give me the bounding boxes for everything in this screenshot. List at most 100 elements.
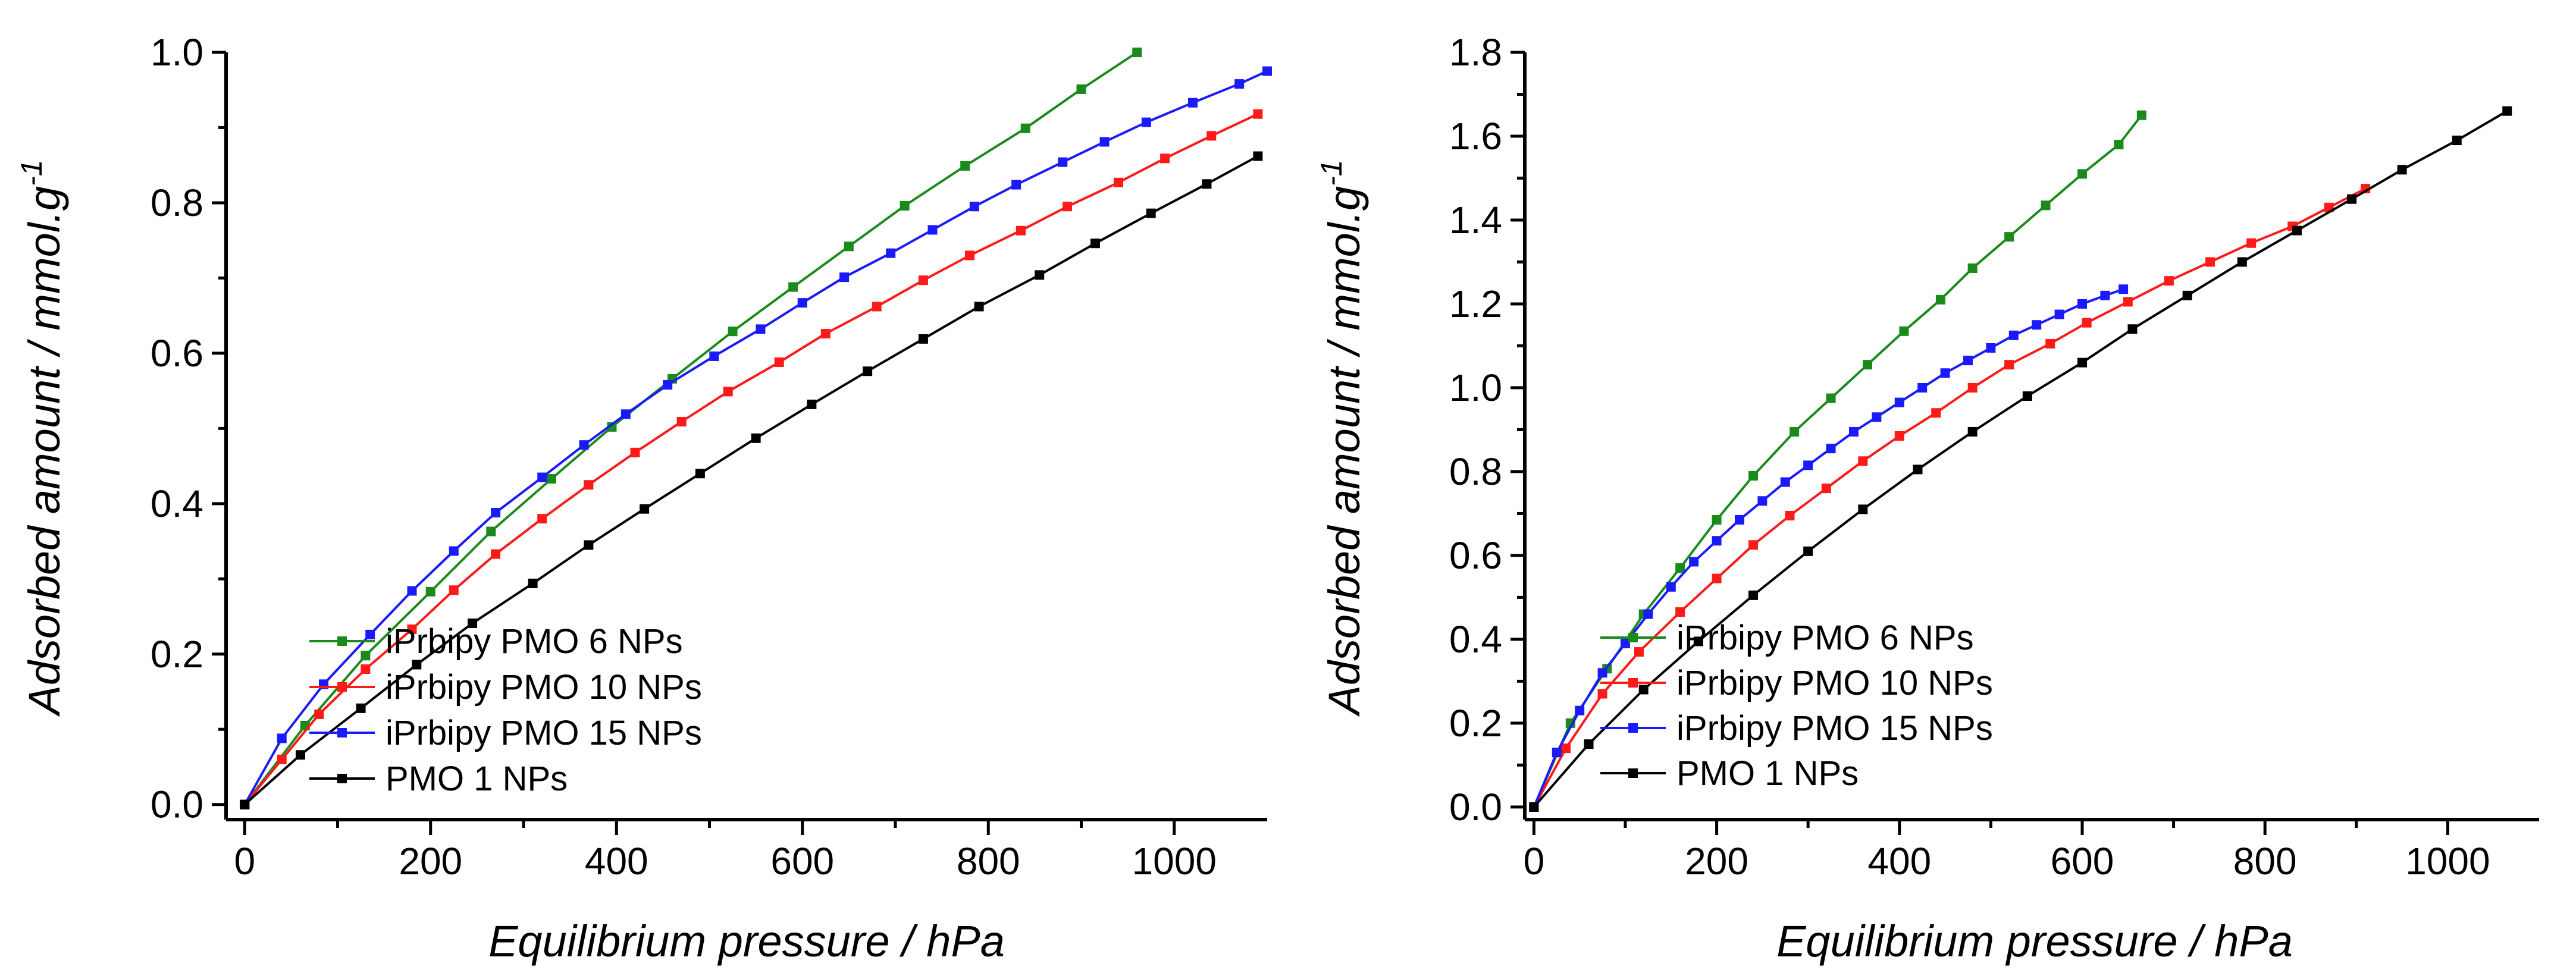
y-tick-label: 1.2 <box>1449 283 1502 325</box>
data-point <box>965 250 974 261</box>
y-tick-label: 0.8 <box>151 181 203 224</box>
legend-label: iPrbipy PMO 10 NPs <box>1676 664 1993 702</box>
data-point <box>2004 360 2014 370</box>
series-3 <box>240 151 1263 809</box>
y-axis-title-superscript: -1 <box>15 160 48 186</box>
data-point <box>1016 225 1026 236</box>
data-point <box>2114 140 2124 150</box>
data-point <box>1748 540 1759 550</box>
y-tick-label: 0.8 <box>1449 450 1502 493</box>
y-axis-title-text: Adsorbed amount / mmol.g <box>1320 186 1369 717</box>
data-point <box>807 399 817 409</box>
data-point <box>1826 444 1836 454</box>
chart-left: 0 200 400 600 800 1000 0.0 0.2 0.4 0.6 0.8 1.0 Equi… <box>15 31 1272 966</box>
data-point <box>676 416 687 426</box>
data-point <box>584 480 594 490</box>
data-point <box>537 514 547 524</box>
data-point <box>1561 743 1571 754</box>
y-tick-label: 1.0 <box>1449 366 1502 409</box>
y-tick-label: 0.4 <box>1449 618 1502 661</box>
data-point <box>2008 330 2019 340</box>
data-point <box>2347 194 2357 204</box>
data-point <box>2452 136 2462 146</box>
data-point <box>621 409 631 419</box>
data-point <box>1575 705 1585 715</box>
legend-label: PMO 1 NPs <box>386 760 568 798</box>
ticks-right: 0 200 400 600 800 1000 0.0 0.2 0.4 0.6 0.8 1.0 1.2 1.… <box>1449 31 2490 883</box>
data-point <box>1035 270 1045 280</box>
data-point <box>2100 290 2110 300</box>
data-point <box>1689 557 1699 567</box>
data-point <box>579 440 589 450</box>
legend-right: iPrbipy PMO 6 NPs iPrbipy PMO 10 NPs iPrbi… <box>1600 619 1993 793</box>
data-point <box>1894 397 1904 407</box>
data-point <box>1638 685 1649 695</box>
data-point <box>1202 179 1212 189</box>
legend-marker <box>337 682 347 692</box>
x-tick-label: 200 <box>399 840 462 883</box>
data-point <box>1712 573 1722 583</box>
legend-entry: iPrbipy PMO 10 NPs <box>1600 664 1993 702</box>
x-tick-label: 800 <box>957 840 1020 883</box>
series-layer-left <box>240 48 1272 809</box>
data-point <box>1967 426 1978 437</box>
legend-label: iPrbipy PMO 6 NPs <box>386 622 683 661</box>
data-point <box>607 422 617 432</box>
legend-entry: iPrbipy PMO 15 NPs <box>309 714 702 752</box>
series-line <box>243 51 1138 805</box>
data-point <box>2246 238 2257 248</box>
data-point <box>1666 582 1676 592</box>
data-point <box>2045 338 2055 349</box>
data-point <box>1935 294 1945 305</box>
data-point <box>2054 309 2064 319</box>
data-point <box>974 302 984 312</box>
x-tick-label: 0 <box>234 840 255 883</box>
data-point <box>969 202 979 212</box>
data-point <box>1931 408 1941 418</box>
data-point <box>2237 257 2247 267</box>
data-point <box>407 586 417 596</box>
y-axis-title-superscript: -1 <box>1315 160 1348 186</box>
data-point <box>1011 180 1021 190</box>
y-axis-title: Adsorbed amount / mmol.g-1 <box>1315 160 1369 717</box>
y-tick-label: 0.2 <box>151 633 203 676</box>
legend-label: iPrbipy PMO 15 NPs <box>1676 709 1993 748</box>
data-point <box>695 469 705 479</box>
legend-entry: iPrbipy PMO 6 NPs <box>309 622 683 661</box>
data-point <box>1748 590 1759 600</box>
data-point <box>2182 290 2192 300</box>
data-point <box>361 651 371 661</box>
data-point <box>491 508 501 517</box>
data-point <box>1234 79 1245 89</box>
data-point <box>2077 169 2087 179</box>
data-point <box>1020 123 1030 133</box>
y-tick-label: 1.4 <box>1449 199 1502 241</box>
series-layer-right <box>1529 106 2512 812</box>
data-point <box>2397 165 2407 175</box>
data-point <box>425 586 435 597</box>
data-point <box>918 334 928 344</box>
data-point <box>468 618 478 628</box>
data-point <box>797 298 807 308</box>
data-point <box>365 629 375 639</box>
series-1 <box>240 109 1263 809</box>
data-point <box>1253 151 1263 161</box>
data-point <box>1894 431 1904 441</box>
data-point <box>1160 153 1170 164</box>
data-point <box>1552 748 1562 758</box>
data-point <box>1748 470 1759 481</box>
data-point <box>630 447 640 457</box>
series-3 <box>1529 106 2512 812</box>
data-point <box>1141 117 1151 127</box>
series-2 <box>240 66 1272 809</box>
y-tick-label: 0.2 <box>1449 702 1502 745</box>
data-point <box>1529 802 1539 812</box>
legend-marker <box>1628 723 1638 733</box>
data-point <box>361 664 371 674</box>
legend-marker <box>1628 678 1638 688</box>
data-point <box>1620 638 1630 648</box>
data-point <box>886 248 896 258</box>
data-point <box>449 546 459 556</box>
data-point <box>1899 326 1909 336</box>
